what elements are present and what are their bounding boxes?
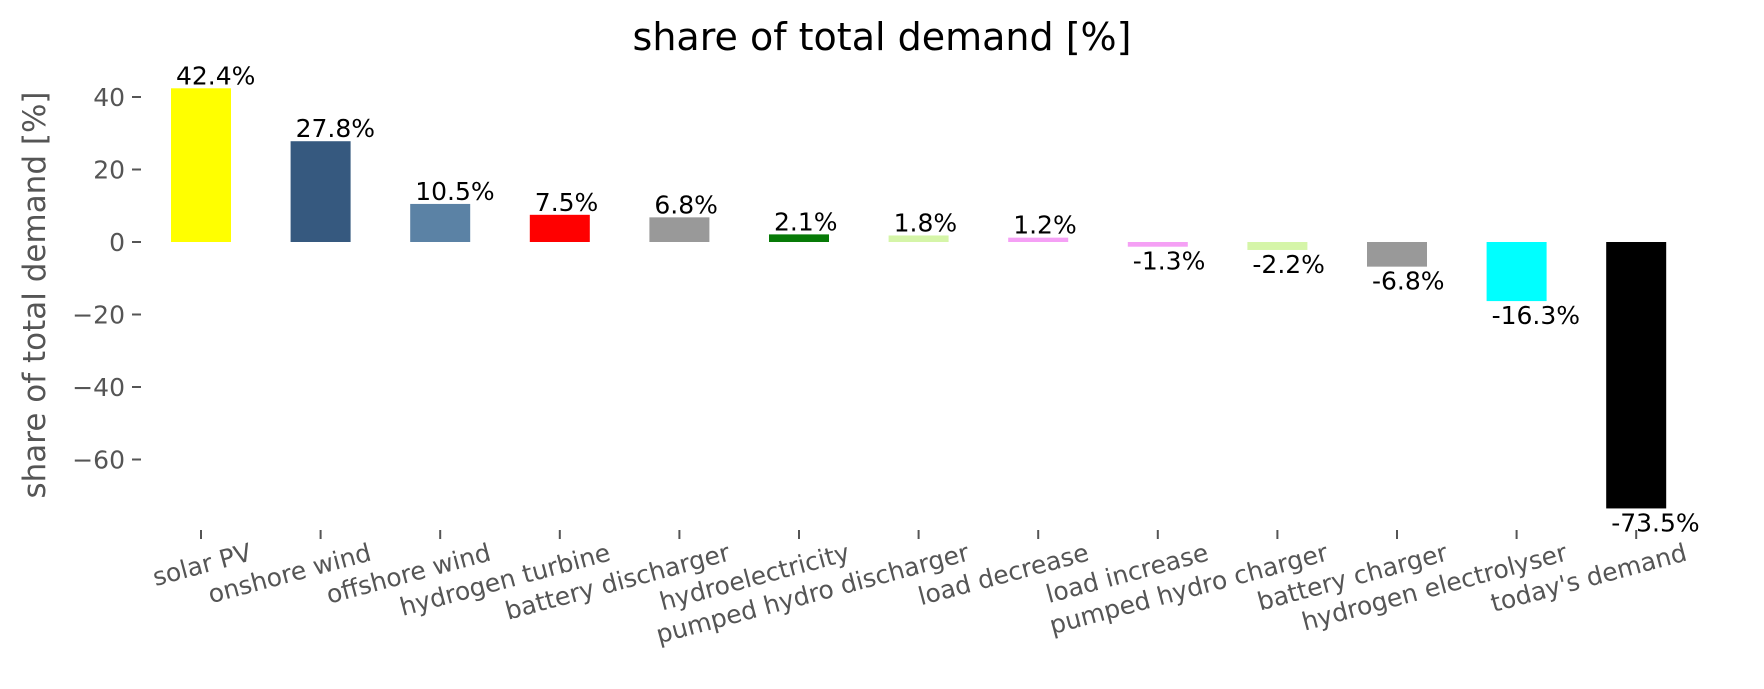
bar xyxy=(290,141,351,242)
data-label: 42.4% xyxy=(176,61,255,90)
bar xyxy=(888,235,949,242)
data-label: -1.3% xyxy=(1133,247,1206,276)
y-axis-label: share of total demand [%] xyxy=(17,91,53,498)
data-label: -73.5% xyxy=(1611,508,1699,537)
data-label: 1.8% xyxy=(894,208,958,237)
bar xyxy=(769,234,829,242)
data-label: 2.1% xyxy=(774,207,838,236)
y-axis: 40 20 0 −20 −40 −60 xyxy=(72,83,141,475)
bar xyxy=(410,203,471,242)
data-label: 1.2% xyxy=(1013,211,1077,240)
y-tick-label: −20 xyxy=(72,301,125,330)
y-tick-label: 20 xyxy=(93,156,125,185)
y-tick-label: −40 xyxy=(72,373,125,402)
data-label: -2.2% xyxy=(1252,250,1325,279)
bar xyxy=(171,88,231,242)
data-label: 10.5% xyxy=(415,177,494,206)
y-tick-label: 0 xyxy=(109,228,125,257)
bar xyxy=(649,217,710,242)
bar xyxy=(1008,237,1069,242)
bar xyxy=(529,214,590,242)
y-tick-label: −60 xyxy=(72,446,125,475)
data-label: 27.8% xyxy=(296,114,375,143)
y-tick-label: 40 xyxy=(93,83,125,112)
chart-title: share of total demand [%] xyxy=(633,15,1132,59)
data-label: -16.3% xyxy=(1492,301,1580,330)
bar xyxy=(1606,242,1667,509)
bars: 42.4% 27.8% 10.5% 7.5% 6.8% 2.1% 1.8% 1.2% -1.3%… xyxy=(171,61,1700,537)
bar xyxy=(1367,242,1427,267)
bar xyxy=(1127,242,1188,247)
data-label: 6.8% xyxy=(654,190,718,219)
bar xyxy=(1486,242,1547,302)
data-label: -6.8% xyxy=(1372,267,1445,296)
bar xyxy=(1247,242,1308,250)
data-label: 7.5% xyxy=(535,188,599,217)
